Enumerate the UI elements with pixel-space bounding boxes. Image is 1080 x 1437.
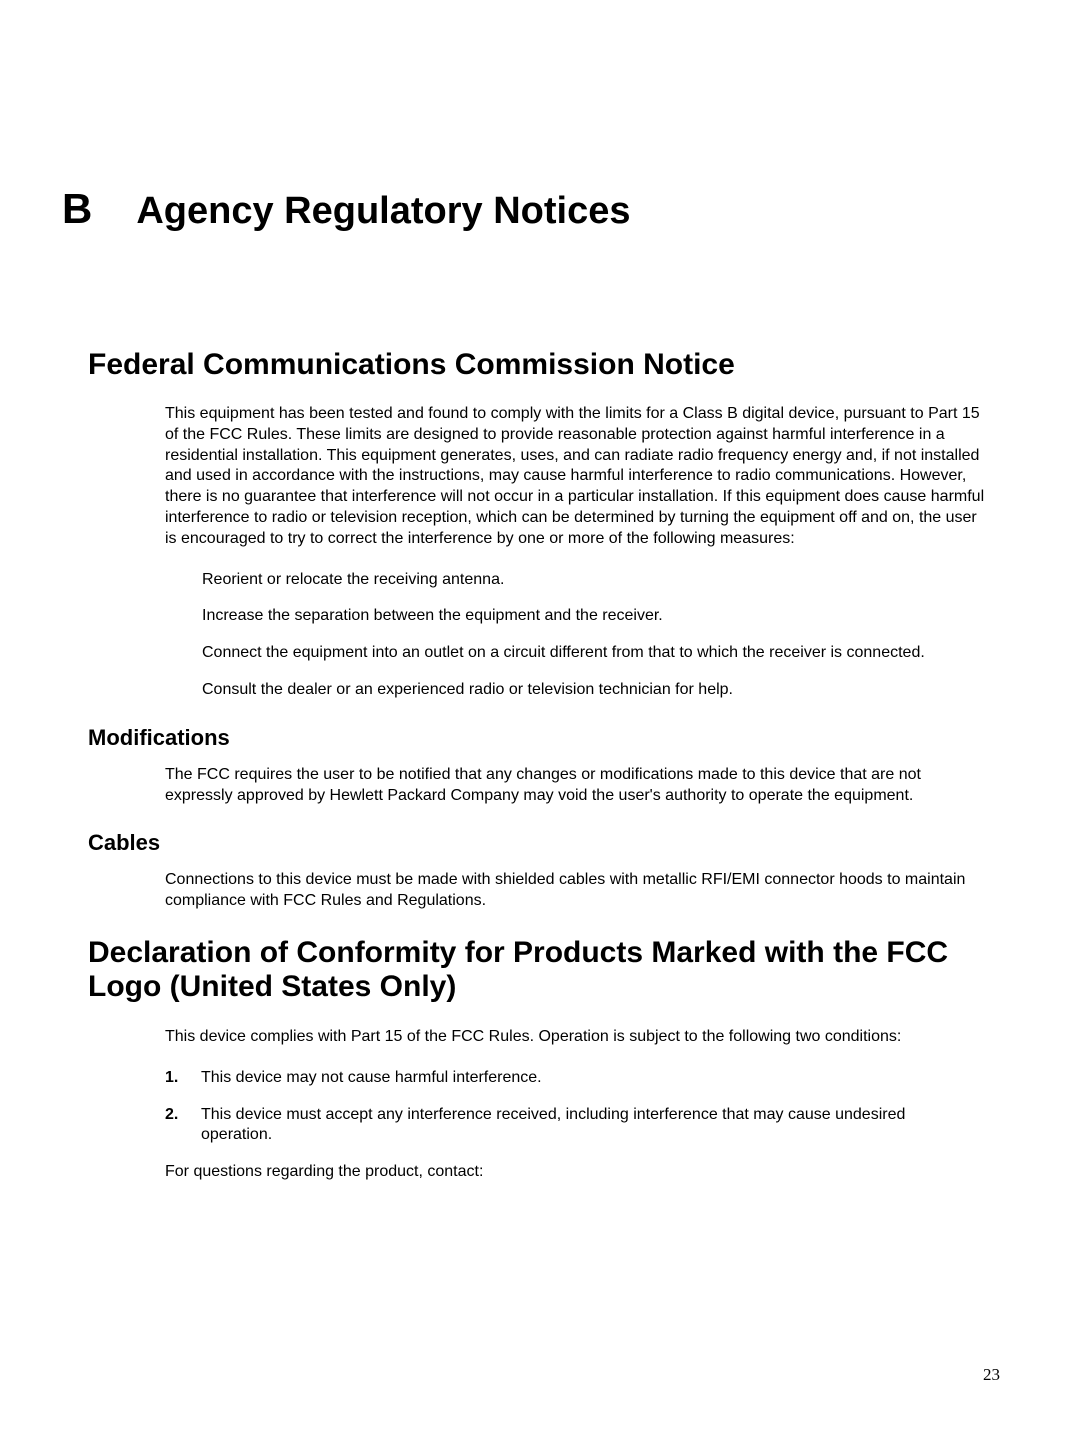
fcc-measure-item: Connect the equipment into an outlet on … [202,643,960,664]
modifications-paragraph: The FCC requires the user to be notified… [165,765,992,807]
cables-paragraph: Connections to this device must be made … [165,870,992,912]
fcc-measure-item: Increase the separation between the equi… [202,606,960,627]
subsection-heading-modifications: Modifications [88,725,1000,751]
subsection-heading-cables: Cables [88,830,1000,856]
condition-number: 1. [165,1068,201,1089]
fcc-notice-paragraph: This equipment has been tested and found… [165,404,992,550]
declaration-paragraph: This device complies with Part 15 of the… [165,1027,992,1048]
section-heading-declaration: Declaration of Conformity for Products M… [88,936,1000,1005]
condition-text: This device must accept any interference… [201,1105,960,1147]
fcc-measure-item: Consult the dealer or an experienced rad… [202,680,960,701]
page-number: 23 [983,1365,1000,1385]
chapter-heading: Agency Regulatory Notices [136,190,630,233]
declaration-footer: For questions regarding the product, con… [165,1162,992,1183]
condition-text: This device may not cause harmful interf… [201,1068,542,1089]
section-heading-fcc-notice: Federal Communications Commission Notice [88,348,1000,382]
fcc-measure-item: Reorient or relocate the receiving anten… [202,570,960,591]
declaration-condition-item: 2. This device must accept any interfere… [165,1105,960,1147]
condition-number: 2. [165,1105,201,1147]
chapter-title-row: B Agency Regulatory Notices [62,185,1000,233]
chapter-letter: B [62,185,92,233]
declaration-condition-item: 1. This device may not cause harmful int… [165,1068,960,1089]
